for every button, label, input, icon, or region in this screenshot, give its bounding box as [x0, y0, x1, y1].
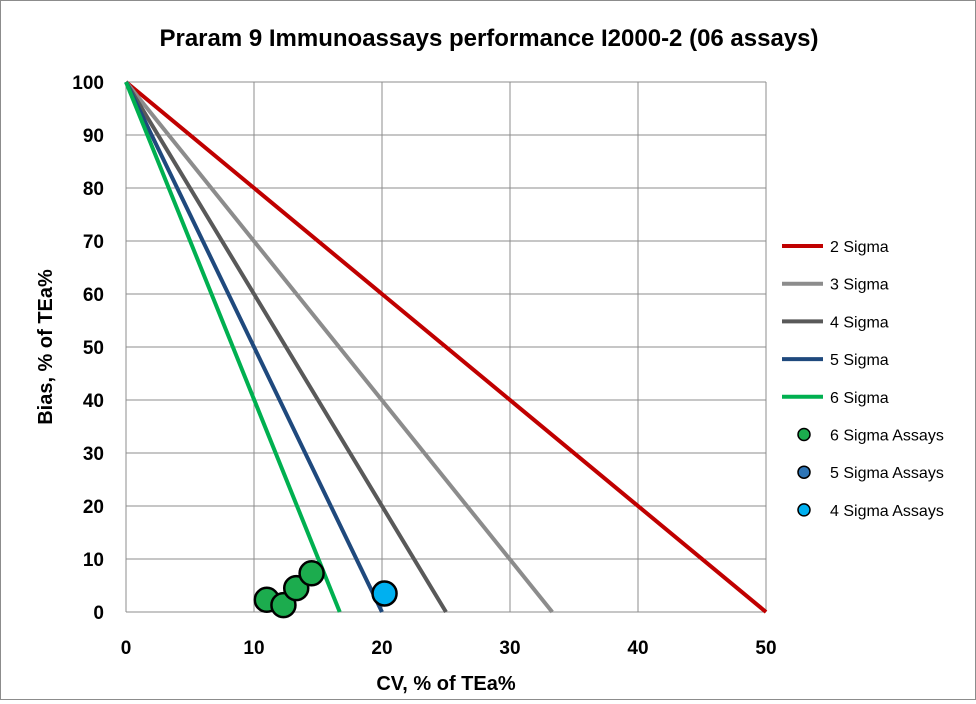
series-line-3-sigma	[124, 80, 554, 614]
legend-swatch-marker	[797, 427, 811, 442]
legend-label: 3 Sigma	[830, 277, 889, 294]
legend-swatch-marker	[797, 465, 811, 479]
legend-label: 2 Sigma	[830, 239, 889, 256]
x-axis-title: CV, % of TEa%	[376, 673, 516, 695]
series-line-4-sigma	[124, 80, 448, 614]
y-tick-label: 50	[83, 338, 104, 359]
series-line-6-sigma	[124, 81, 342, 613]
x-tick-label: 0	[121, 638, 132, 659]
y-tick-label: 100	[72, 73, 104, 94]
assay-point-6-sigma-assays	[298, 560, 325, 587]
legend-label: 4 Sigma Assays	[830, 503, 944, 520]
plot-area: 0 10 20 30 40 50 60 70 80 90 100 0 10 20 30 40 50	[72, 73, 776, 659]
series-line-2-sigma	[124, 80, 768, 614]
legend: 2 Sigma 3 Sigma 4 Sigma 5 Sigma 6 Sigma 6 Sig…	[782, 239, 944, 520]
legend-swatch-marker	[797, 503, 811, 517]
legend-label: 5 Sigma	[830, 352, 889, 369]
x-tick-label: 40	[627, 638, 648, 659]
x-tick-label: 50	[755, 638, 776, 659]
y-tick-label: 10	[83, 550, 104, 571]
y-tick-label: 40	[83, 391, 104, 412]
legend-label: 6 Sigma	[830, 390, 889, 407]
x-tick-label: 10	[243, 638, 264, 659]
y-tick-label: 80	[83, 179, 104, 200]
x-tick-label: 30	[499, 638, 520, 659]
y-tick-label: 0	[93, 603, 104, 624]
legend-label: 6 Sigma Assays	[830, 428, 944, 445]
y-axis-title: Bias, % of TEa%	[35, 269, 57, 425]
legend-label: 4 Sigma	[830, 314, 889, 331]
y-tick-label: 60	[83, 285, 104, 306]
series-line-5-sigma	[124, 81, 384, 613]
x-tick-label: 20	[371, 638, 392, 659]
assay-point-4-sigma-assays	[371, 580, 398, 607]
y-tick-label: 90	[83, 126, 104, 147]
chart-title: Praram 9 Immunoassays performance I2000-…	[159, 25, 818, 52]
legend-label: 5 Sigma Assays	[830, 465, 944, 482]
y-tick-label: 30	[83, 444, 104, 465]
y-tick-label: 20	[83, 497, 104, 518]
y-tick-label: 70	[83, 232, 104, 253]
